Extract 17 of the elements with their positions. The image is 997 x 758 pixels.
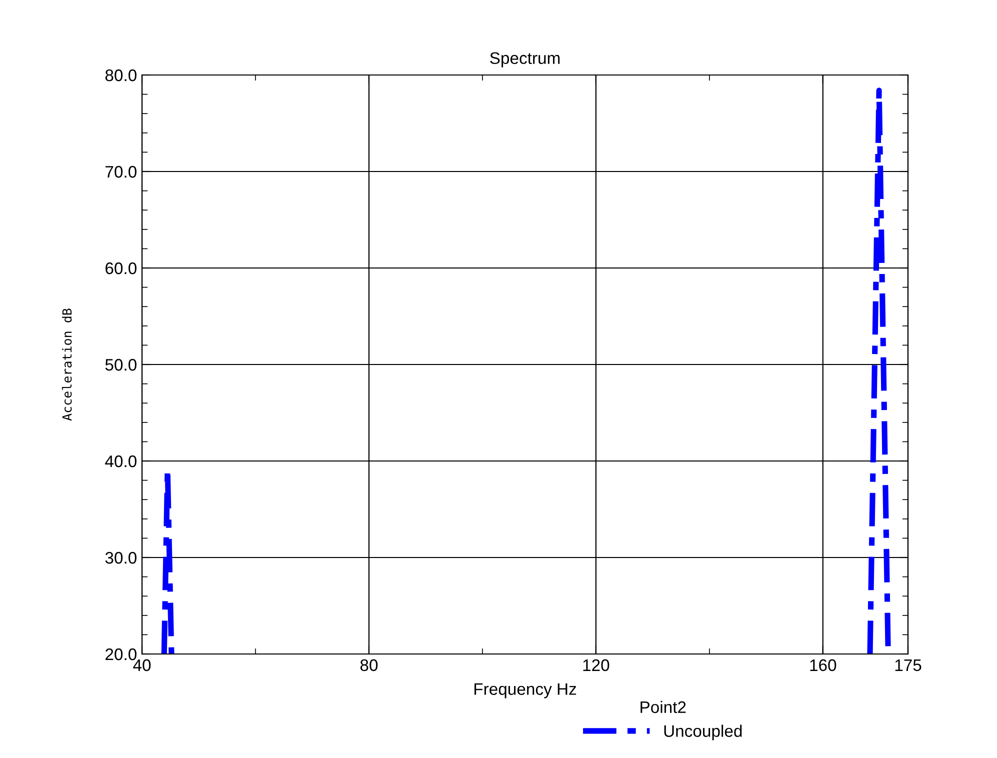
y-tick-label: 80.0 <box>105 69 136 82</box>
y-axis-title: Acceleration dB <box>62 308 72 421</box>
chart-title: Spectrum <box>490 52 560 68</box>
y-tick-label: 50.0 <box>105 358 136 371</box>
y-tick-label: 60.0 <box>106 262 136 274</box>
y-tick-label: 70.0 <box>106 166 136 178</box>
y-tick-label: 30.0 <box>105 552 136 564</box>
x-tick-label: 120 <box>583 659 610 672</box>
x-tick-label: 40 <box>133 659 151 672</box>
x-tick-label: 160 <box>810 659 836 672</box>
x-axis-title: Frequency Hz <box>474 683 576 698</box>
legend-title: Point2 <box>640 700 686 714</box>
y-tick-label: 20.0 <box>106 648 136 660</box>
legend-label: Uncoupled <box>664 724 742 740</box>
y-tick-label: 40.0 <box>105 455 136 468</box>
x-tick-label: 175 <box>895 659 922 672</box>
x-tick-label: 80 <box>360 659 378 672</box>
